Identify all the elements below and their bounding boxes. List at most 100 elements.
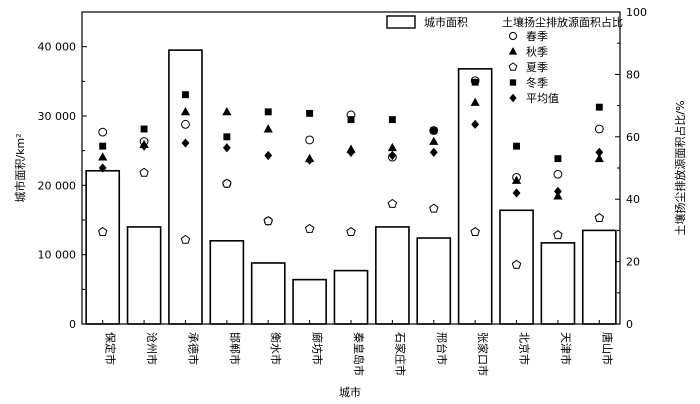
left-tick-label: 0 <box>69 318 76 331</box>
marker-triangle-3 <box>180 107 191 116</box>
marker-square-7 <box>347 116 355 124</box>
marker-pentagon-open-9 <box>429 203 439 213</box>
bar-13 <box>581 229 617 325</box>
marker-diamond-13 <box>595 147 604 157</box>
marker-triangle-4 <box>222 107 232 116</box>
marker-square-3 <box>182 91 189 99</box>
marker-square-9 <box>430 127 438 135</box>
legend-marker-triangle <box>508 47 518 55</box>
x-tick-label: 邯郸市 <box>228 332 242 365</box>
y-axis-left-title: 城市面积/km² <box>13 133 27 202</box>
axes: 0 10 000 20 000 30 000 40 000 0 20 40 60 80 100 保定市… <box>13 6 687 399</box>
legend-bar-swatch <box>386 15 416 29</box>
marker-square-11 <box>513 142 520 150</box>
marker-pentagon-open-3 <box>180 234 191 244</box>
right-tick-label: 20 <box>626 256 640 269</box>
left-tick-label: 40 000 <box>38 41 77 54</box>
legend-marker-circle-open <box>508 31 518 41</box>
y-axis-right-title: 土壤扬尘排放源面积占比/% <box>673 100 687 235</box>
x-axis-title: 城市 <box>339 385 361 399</box>
bar-9 <box>416 237 452 325</box>
bar-10 <box>457 68 493 325</box>
marker-triangle-10 <box>470 97 480 106</box>
marker-square-8 <box>388 116 396 124</box>
marker-circle-open-1 <box>98 127 108 137</box>
bar-4 <box>209 240 245 325</box>
legend-marker-square <box>509 79 517 86</box>
marker-square-6 <box>306 109 314 117</box>
x-tick-label: 保定市 <box>104 332 118 365</box>
marker-pentagon-open-10 <box>470 226 480 236</box>
legend-marker-pentagon-open <box>508 62 518 71</box>
plot-area <box>85 49 617 325</box>
marker-diamond-5 <box>264 150 273 161</box>
marker-diamond-9 <box>429 147 438 157</box>
x-tick-label: 衡水市 <box>269 332 283 365</box>
marker-square-10 <box>471 78 479 86</box>
bar-3 <box>168 49 203 325</box>
x-tick-label: 沧州市 <box>145 332 159 365</box>
marker-pentagon-open-12 <box>553 230 563 240</box>
marker-triangle-9 <box>429 136 439 145</box>
marker-pentagon-open-7 <box>346 226 356 236</box>
marker-diamond-7 <box>347 147 355 157</box>
x-tick-label: 张家口市 <box>476 332 490 376</box>
x-tick-label: 北京市 <box>518 332 532 365</box>
marker-diamond-2 <box>140 141 148 151</box>
right-tick-label: 60 <box>626 131 640 144</box>
x-tick-label: 邢台市 <box>435 332 449 365</box>
x-tick-label: 石家庄市 <box>393 332 407 376</box>
marker-pentagon-open-2 <box>139 167 149 177</box>
marker-square-12 <box>554 155 562 163</box>
right-tick-label: 40 <box>626 193 640 206</box>
marker-pentagon-open-13 <box>594 212 605 222</box>
marker-triangle-1 <box>98 152 108 161</box>
marker-diamond-12 <box>554 186 562 196</box>
left-tick-label: 20 000 <box>38 179 77 192</box>
right-tick-label: 100 <box>626 6 647 19</box>
marker-diamond-1 <box>98 163 107 173</box>
bar-5 <box>250 262 286 325</box>
marker-diamond-11 <box>512 188 521 198</box>
marker-circle-open-12 <box>553 169 563 179</box>
marker-diamond-4 <box>222 143 231 153</box>
marker-circle-open-6 <box>305 135 315 145</box>
legend-marker-title: 土壤扬尘排放源面积占比 <box>502 15 623 29</box>
legend-series-label: 春季 <box>526 30 548 43</box>
marker-pentagon-open-6 <box>304 223 315 233</box>
marker-square-2 <box>140 125 148 133</box>
bar-1 <box>85 169 121 325</box>
legend-series-label: 秋季 <box>526 45 548 59</box>
x-tick-label: 承德市 <box>186 332 200 365</box>
legend-series-label: 夏季 <box>526 61 548 74</box>
marker-pentagon-open-1 <box>97 226 108 236</box>
marker-diamond-3 <box>181 138 190 148</box>
marker-diamond-8 <box>388 150 397 161</box>
left-tick-label: 10 000 <box>38 249 77 262</box>
left-tick-label: 30 000 <box>38 110 77 123</box>
x-tick-label: 唐山市 <box>600 332 614 365</box>
legend-bar-label: 城市面积 <box>424 15 468 29</box>
marker-circle-open-3 <box>181 119 190 129</box>
marker-triangle-11 <box>511 175 522 184</box>
marker-pentagon-open-11 <box>511 259 522 269</box>
marker-square-1 <box>99 142 107 150</box>
legend-series-label: 平均值 <box>526 92 559 105</box>
right-tick-label: 80 <box>626 68 640 81</box>
bar-8 <box>375 226 410 325</box>
bar-7 <box>333 269 369 325</box>
x-tick-label: 廊坊市 <box>311 332 325 365</box>
marker-square-4 <box>223 133 231 141</box>
marker-diamond-10 <box>471 119 480 129</box>
marker-pentagon-open-5 <box>263 216 273 226</box>
marker-pentagon-open-4 <box>222 178 232 188</box>
bar-12 <box>540 242 576 325</box>
marker-pentagon-open-8 <box>387 198 398 208</box>
x-tick-label: 秦皇岛市 <box>352 332 366 376</box>
bar-6 <box>292 278 327 325</box>
right-tick-label: 0 <box>626 318 633 331</box>
bar-2 <box>126 226 162 325</box>
legend-marker-diamond <box>509 93 517 103</box>
marker-square-5 <box>264 108 272 116</box>
